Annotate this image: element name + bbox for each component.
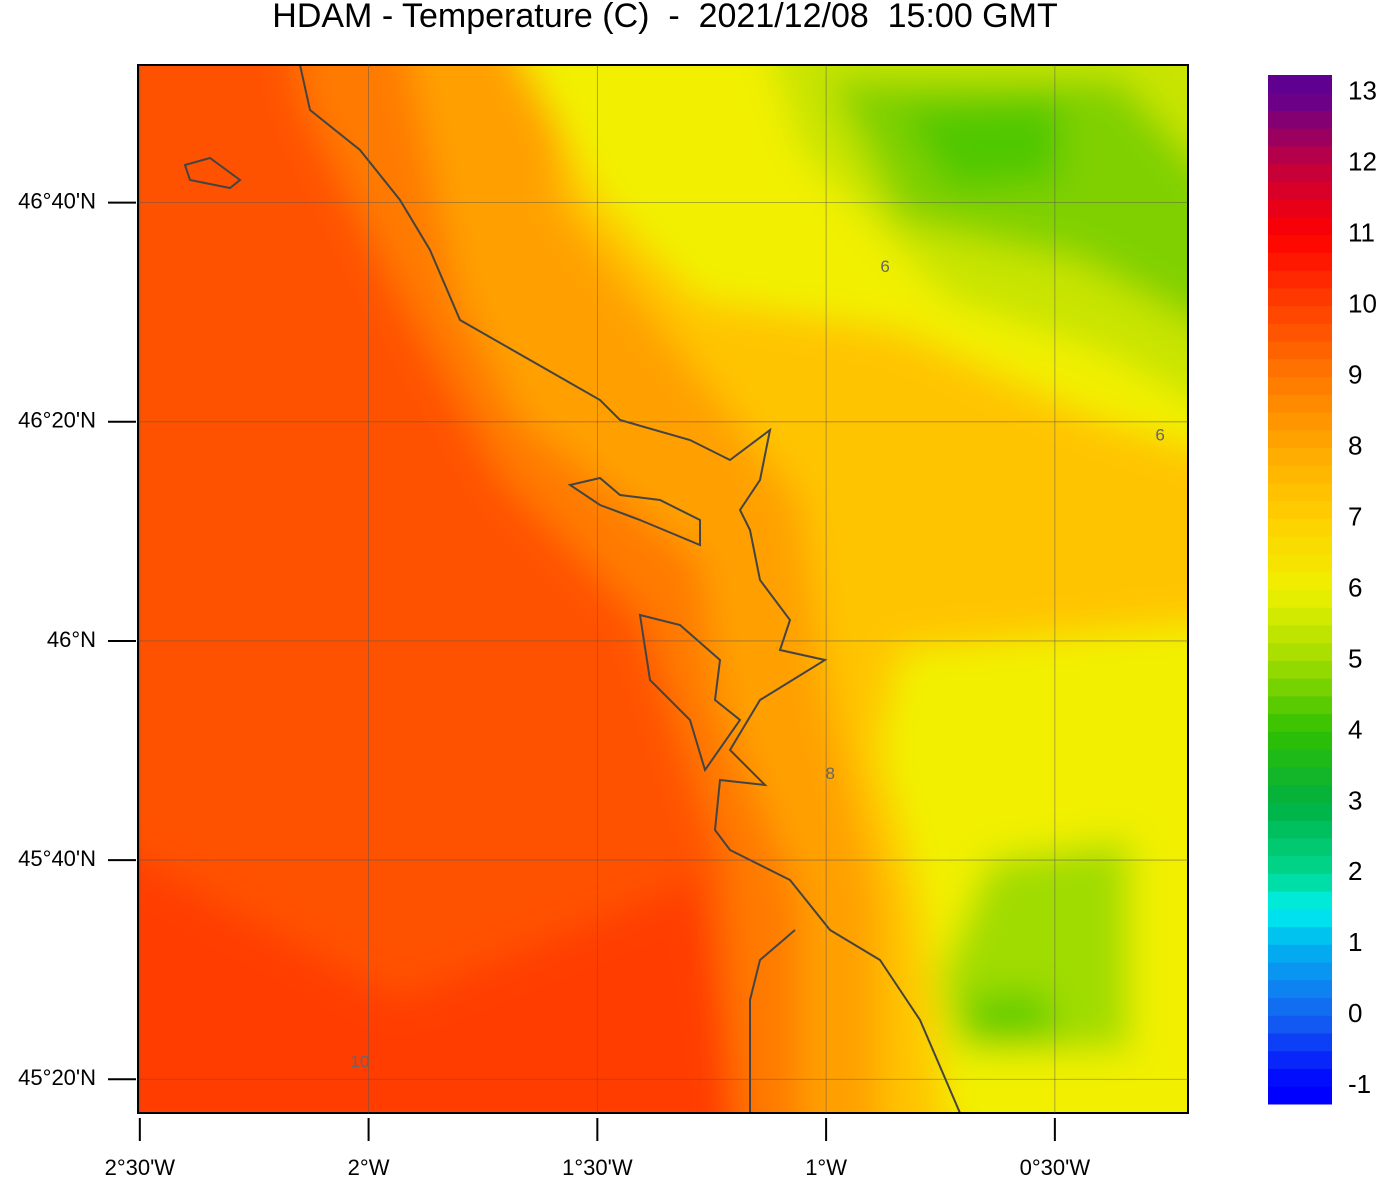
colorbar-label: 11	[1348, 218, 1375, 248]
colorbar-band	[1268, 873, 1332, 892]
colorbar-label: -1	[1348, 1069, 1371, 1099]
colorbar-band	[1268, 571, 1332, 590]
colorbar-band	[1268, 341, 1332, 360]
colorbar-band	[1268, 1086, 1332, 1105]
colorbar-band	[1268, 855, 1332, 874]
colorbar-band	[1268, 199, 1332, 218]
colorbar-band	[1268, 713, 1332, 732]
y-tick-label: 46°40'N	[18, 188, 96, 213]
colorbar-band	[1268, 128, 1332, 147]
coastline	[749, 929, 796, 1113]
y-tick-label: 45°20'N	[18, 1065, 96, 1090]
colorbar-label: 1	[1348, 927, 1362, 957]
x-tick-label: 0°30'W	[1020, 1155, 1091, 1180]
island	[638, 613, 742, 773]
colorbar-band	[1268, 75, 1332, 94]
map-frame	[137, 64, 1189, 1114]
colorbar-band	[1268, 110, 1332, 129]
colorbar-band	[1268, 536, 1332, 555]
colorbar-label: 6	[1348, 572, 1362, 602]
contour-label: 6	[1155, 425, 1164, 444]
colorbar-label: 0	[1348, 998, 1362, 1028]
colorbar-band	[1268, 181, 1332, 200]
colorbar-band	[1268, 412, 1332, 431]
colorbar-band	[1268, 287, 1332, 307]
colorbar-label: 5	[1348, 643, 1362, 673]
x-tick-label: 1°W	[805, 1155, 847, 1180]
colorbar-band	[1268, 802, 1332, 821]
colorbar-band	[1268, 695, 1332, 715]
colorbar-band	[1268, 678, 1332, 697]
colorbar-band	[1268, 305, 1332, 324]
contour-label: 10	[350, 1052, 369, 1071]
colorbar-band	[1268, 234, 1332, 253]
colorbar-label: 12	[1348, 147, 1377, 177]
colorbar-band	[1268, 500, 1332, 520]
colorbar-band	[1268, 1068, 1332, 1087]
colorbar-band	[1268, 962, 1332, 981]
colorbar-band	[1268, 1033, 1332, 1052]
island	[183, 156, 242, 190]
colorbar-band	[1268, 642, 1332, 661]
colorbar-band	[1268, 429, 1332, 449]
colorbar-band	[1268, 749, 1332, 768]
colorbar-band	[1268, 1050, 1332, 1070]
colorbar-band	[1268, 944, 1332, 963]
colorbar-band	[1268, 358, 1332, 378]
colorbar-band	[1268, 145, 1332, 165]
colorbar-band	[1268, 252, 1332, 271]
colorbar-band	[1268, 837, 1332, 857]
colorbar-band	[1268, 394, 1332, 413]
colorbar-label: 8	[1348, 430, 1362, 460]
contour-label: 6	[880, 257, 889, 276]
temperature-field	[138, 65, 1188, 1113]
x-tick-label: 2°W	[348, 1155, 390, 1180]
map-title: HDAM - Temperature (C) - 2021/12/08 15:0…	[272, 0, 1057, 35]
colorbar-band	[1268, 518, 1332, 537]
colorbar-label: 7	[1348, 501, 1362, 531]
coastline	[299, 65, 961, 1113]
colorbar-label: 10	[1348, 289, 1377, 319]
y-tick-label: 45°40'N	[18, 846, 96, 871]
colorbar-band	[1268, 660, 1332, 679]
colorbar-band	[1268, 216, 1332, 236]
island	[567, 476, 701, 547]
colorbar-label: 4	[1348, 714, 1362, 744]
y-tick-label: 46°N	[47, 627, 96, 652]
colorbar-band	[1268, 908, 1332, 928]
colorbar-band	[1268, 447, 1332, 466]
y-tick-label: 46°20'N	[18, 408, 96, 433]
contour-label: 8	[825, 764, 834, 783]
colorbar-band	[1268, 483, 1332, 502]
colorbar-band	[1268, 979, 1332, 999]
colorbar-band	[1268, 891, 1332, 910]
colorbar-label: 2	[1348, 856, 1362, 886]
colorbar-band	[1268, 624, 1332, 644]
colorbar-band	[1268, 270, 1332, 289]
colorbar-band	[1268, 766, 1332, 786]
colorbar-band	[1268, 589, 1332, 608]
x-tick-label: 2°30'W	[105, 1155, 176, 1180]
colorbar-band	[1268, 784, 1332, 803]
colorbar-label: 3	[1348, 785, 1362, 815]
colorbar-band	[1268, 554, 1332, 573]
colorbar-band	[1268, 820, 1332, 839]
colorbar-band	[1268, 1015, 1332, 1034]
colorbar-band	[1268, 731, 1332, 750]
colorbar-band	[1268, 926, 1332, 945]
colorbar-band	[1268, 376, 1332, 395]
colorbar-band	[1268, 997, 1332, 1016]
colorbar-label: 13	[1348, 76, 1377, 106]
colorbar-band	[1268, 323, 1332, 342]
colorbar-band	[1268, 465, 1332, 484]
colorbar-band	[1268, 607, 1332, 626]
x-tick-label: 1°30'W	[562, 1155, 633, 1180]
colorbar-band	[1268, 92, 1332, 111]
colorbar-band	[1268, 163, 1332, 182]
colorbar-label: 9	[1348, 359, 1362, 389]
